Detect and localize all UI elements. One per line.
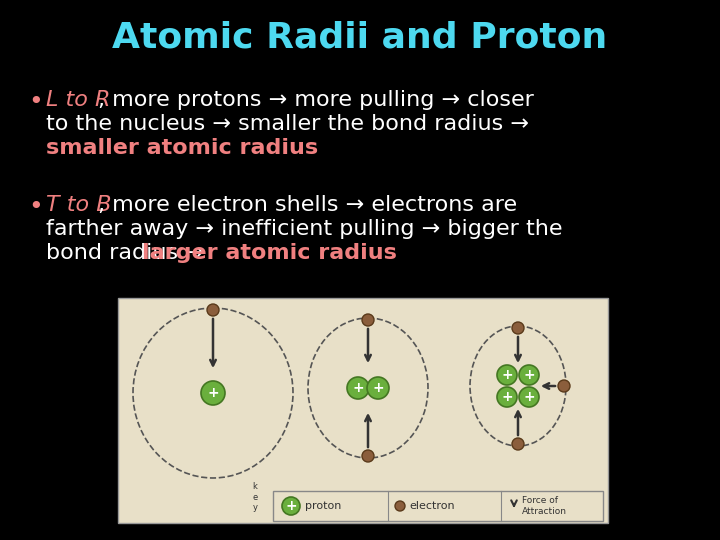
Circle shape — [519, 365, 539, 385]
Text: +: + — [285, 499, 297, 513]
Text: proton: proton — [305, 501, 341, 511]
Text: farther away → inefficient pulling → bigger the: farther away → inefficient pulling → big… — [46, 219, 562, 239]
Circle shape — [497, 365, 517, 385]
Circle shape — [519, 387, 539, 407]
Text: Atomic Radii and Proton: Atomic Radii and Proton — [112, 21, 608, 55]
Text: +: + — [501, 390, 513, 404]
Circle shape — [395, 501, 405, 511]
Text: , more protons → more pulling → closer: , more protons → more pulling → closer — [98, 90, 534, 110]
Text: electron: electron — [409, 501, 454, 511]
Circle shape — [512, 438, 524, 450]
Text: +: + — [523, 368, 535, 382]
Text: L to R: L to R — [46, 90, 110, 110]
Text: to the nucleus → smaller the bond radius →: to the nucleus → smaller the bond radius… — [46, 114, 529, 134]
Text: +: + — [372, 381, 384, 395]
Circle shape — [367, 377, 389, 399]
Text: k
e
y: k e y — [253, 482, 258, 512]
Text: bond radius →: bond radius → — [46, 243, 211, 263]
FancyBboxPatch shape — [118, 298, 608, 523]
Circle shape — [362, 450, 374, 462]
Text: +: + — [523, 390, 535, 404]
Text: smaller atomic radius: smaller atomic radius — [46, 138, 318, 158]
Circle shape — [282, 497, 300, 515]
Text: •: • — [28, 195, 42, 219]
FancyBboxPatch shape — [273, 491, 603, 521]
Circle shape — [207, 304, 219, 316]
Text: larger atomic radius: larger atomic radius — [142, 243, 397, 263]
Text: +: + — [501, 368, 513, 382]
Text: •: • — [28, 90, 42, 114]
Circle shape — [497, 387, 517, 407]
Text: +: + — [207, 386, 219, 400]
Text: , more electron shells → electrons are: , more electron shells → electrons are — [98, 195, 517, 215]
Circle shape — [201, 381, 225, 405]
Circle shape — [512, 322, 524, 334]
Text: +: + — [352, 381, 364, 395]
Circle shape — [362, 314, 374, 326]
Circle shape — [558, 380, 570, 392]
Text: Force of
Attraction: Force of Attraction — [522, 496, 567, 516]
Text: T to B: T to B — [46, 195, 112, 215]
Circle shape — [347, 377, 369, 399]
